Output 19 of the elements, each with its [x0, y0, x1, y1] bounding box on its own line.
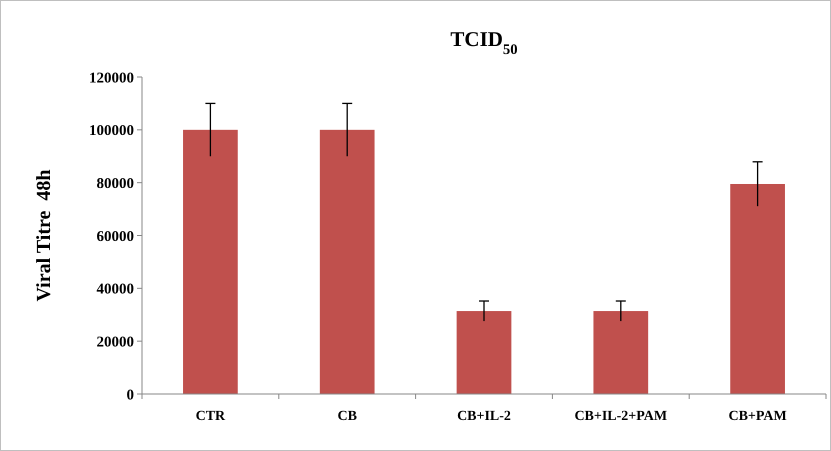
chart-title: TCID$_{50}$ — [450, 27, 518, 58]
y-tick-label: 100000 — [89, 123, 134, 140]
x-tick-label: CTR — [196, 409, 226, 424]
bar — [730, 184, 785, 394]
bar — [183, 130, 238, 394]
y-tick-label: 80000 — [96, 176, 134, 192]
y-axis-title: Viral Titre 48h — [33, 169, 55, 302]
bar — [456, 311, 512, 394]
x-tick-label: CB+IL-2 — [457, 409, 511, 424]
y-tick-label: 120000 — [89, 70, 134, 86]
x-tick-label: CB — [337, 409, 357, 424]
y-tick-label: 0 — [126, 387, 134, 404]
x-tick-label: CB+PAM — [728, 409, 787, 424]
x-tick-label: CB+IL-2+PAM — [574, 409, 668, 424]
y-tick-label: 60000 — [96, 228, 134, 245]
bar — [320, 130, 375, 394]
bar — [593, 311, 648, 394]
y-tick-label: 40000 — [96, 282, 134, 298]
y-tick-label: 20000 — [96, 334, 134, 350]
